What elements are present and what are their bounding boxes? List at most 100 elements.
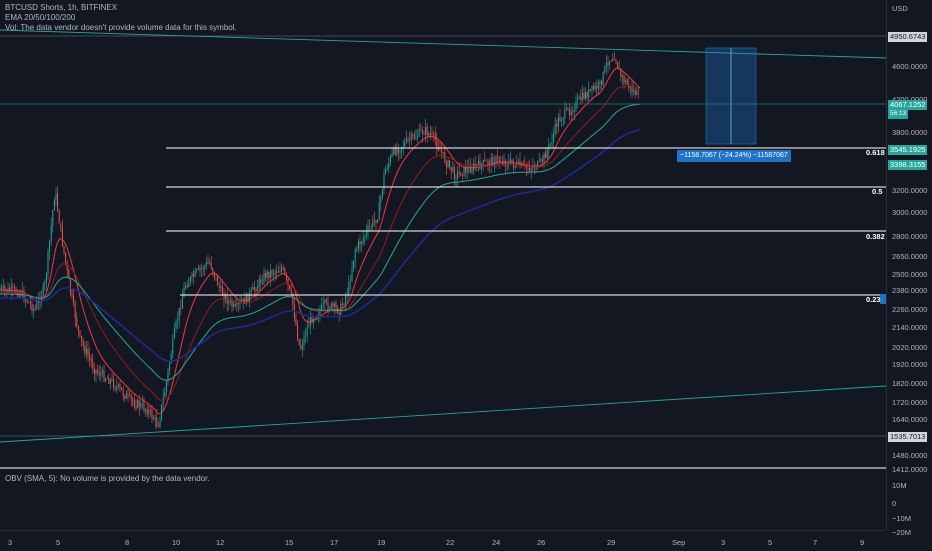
- price-tick: 3200.0000: [892, 186, 928, 195]
- candle-body: [141, 403, 143, 405]
- candle-body: [73, 296, 75, 304]
- candle-body: [186, 285, 188, 288]
- candle-body: [436, 140, 438, 148]
- candle-body: [401, 147, 403, 151]
- candle-body: [113, 379, 115, 388]
- candle-body: [569, 108, 571, 116]
- candles-layer: [0, 51, 639, 430]
- candle-body: [154, 417, 156, 420]
- candle-body: [103, 370, 105, 381]
- candle-body: [212, 268, 214, 273]
- candle-body: [146, 409, 148, 415]
- candle-body: [79, 330, 81, 336]
- price-label-top: 4950.6743: [888, 32, 928, 42]
- candle-body: [527, 167, 529, 169]
- candle-body: [143, 403, 145, 411]
- price-tick: 4600.0000: [892, 62, 928, 71]
- candle-body: [298, 339, 300, 345]
- candle-body: [317, 315, 319, 317]
- candle-body: [335, 303, 337, 308]
- measure-label[interactable]: −1158.7067 (−24.24%) −11587067: [677, 150, 791, 162]
- candle-body: [114, 387, 116, 389]
- candle-body: [1, 287, 3, 290]
- candle-body: [524, 164, 526, 165]
- candle-body: [169, 363, 171, 371]
- candle-body: [597, 82, 599, 89]
- symbol-legend[interactable]: BTCUSD Shorts, 1h, BITFINEX: [5, 3, 118, 12]
- candle-body: [599, 80, 601, 83]
- candle-body: [196, 269, 198, 271]
- candle-body: [634, 90, 636, 96]
- candle-body: [31, 303, 33, 311]
- candle-body: [17, 293, 19, 297]
- ema-layer: [0, 67, 641, 415]
- candle-body: [402, 146, 404, 148]
- candle-body: [258, 279, 260, 287]
- candle-body: [13, 287, 15, 289]
- candle-body: [396, 148, 398, 155]
- candle-body: [554, 123, 556, 134]
- candle-body: [138, 400, 140, 408]
- candle-body: [95, 370, 97, 374]
- candle-body: [562, 118, 564, 121]
- candle-body: [101, 370, 103, 374]
- countdown-label: 56:13: [888, 109, 909, 119]
- candle-body: [116, 385, 118, 389]
- candle-body: [377, 220, 379, 223]
- candle-body: [511, 159, 513, 164]
- fib-handle[interactable]: [880, 294, 886, 304]
- candle-body: [77, 326, 79, 331]
- time-axis[interactable]: [0, 530, 886, 551]
- candle-body: [399, 150, 401, 153]
- candle-body: [365, 230, 367, 236]
- candle-body: [100, 373, 102, 376]
- candle-body: [266, 271, 268, 278]
- candle-body: [373, 219, 375, 221]
- candle-body: [567, 108, 569, 109]
- price-tick: 1412.0000: [892, 465, 928, 474]
- candle-body: [263, 273, 265, 284]
- candle-body: [145, 409, 147, 411]
- candle-body: [321, 304, 323, 310]
- candle-body: [617, 62, 619, 69]
- candle-body: [249, 292, 251, 302]
- currency-label: USD: [892, 4, 908, 13]
- ema-legend[interactable]: EMA 20/50/100/200: [5, 13, 76, 22]
- candle-body: [345, 296, 347, 305]
- candle-body: [217, 276, 219, 286]
- candle-body: [412, 134, 414, 136]
- candle-body: [68, 269, 70, 279]
- candle-body: [159, 418, 161, 427]
- candle-body: [316, 316, 318, 319]
- candle-body: [324, 300, 326, 304]
- candle-body: [2, 286, 4, 288]
- ema100-line: [0, 103, 641, 381]
- candle-body: [97, 370, 99, 373]
- candle-body: [276, 271, 278, 273]
- candle-body: [631, 86, 633, 92]
- candle-body: [201, 268, 203, 270]
- time-tick: 17: [330, 538, 339, 547]
- candle-body: [281, 267, 283, 272]
- obv-tick: −10M: [892, 514, 911, 523]
- candle-body: [458, 171, 460, 173]
- price-tick: 2140.0000: [892, 323, 928, 332]
- candle-body: [127, 393, 129, 395]
- candle-body: [84, 345, 86, 354]
- candle-body: [444, 152, 446, 163]
- obv-tick: 0: [892, 499, 897, 508]
- candle-body: [549, 143, 551, 145]
- candle-body: [415, 137, 417, 139]
- obv-legend[interactable]: OBV (SMA, 5): No volume is provided by t…: [5, 474, 210, 483]
- candle-body: [309, 315, 311, 326]
- candle-body: [193, 273, 195, 277]
- candle-body: [338, 312, 340, 315]
- candle-body: [449, 160, 451, 167]
- candle-body: [409, 139, 411, 141]
- price-tick: 2650.0000: [892, 252, 928, 261]
- price-tick: 2020.0000: [892, 343, 928, 352]
- candle-body: [585, 92, 587, 99]
- candle-body: [325, 300, 327, 302]
- candle-body: [301, 345, 303, 349]
